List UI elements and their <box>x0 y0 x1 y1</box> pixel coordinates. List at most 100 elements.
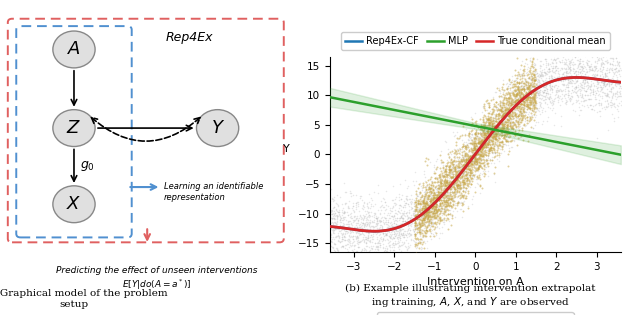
Point <box>383 219 393 224</box>
Point <box>483 128 493 133</box>
Point <box>397 223 407 228</box>
Point <box>406 220 417 225</box>
Point <box>600 90 610 95</box>
Point <box>351 236 362 241</box>
Point <box>488 121 499 126</box>
Point <box>441 185 451 190</box>
Point <box>473 145 483 150</box>
Point <box>397 192 408 197</box>
Point <box>380 233 390 238</box>
Point <box>404 228 415 233</box>
Point <box>572 72 582 77</box>
Point <box>413 221 423 226</box>
Point <box>495 140 505 145</box>
Point <box>467 159 477 164</box>
Point <box>506 117 516 122</box>
Point <box>492 85 502 90</box>
Point <box>550 68 561 73</box>
Point <box>477 145 488 150</box>
Point <box>435 179 445 184</box>
Point <box>520 91 530 96</box>
Point <box>499 111 509 116</box>
Point <box>509 89 520 94</box>
Point <box>534 82 544 87</box>
Point <box>566 95 577 100</box>
Point <box>563 92 573 97</box>
Point <box>401 237 411 242</box>
Point <box>607 102 617 107</box>
Point <box>484 131 494 136</box>
Point <box>326 209 336 214</box>
Point <box>560 51 570 56</box>
Point <box>494 140 504 145</box>
Point <box>582 69 592 74</box>
Point <box>600 59 611 64</box>
Point <box>502 119 513 124</box>
Point <box>419 212 429 217</box>
Point <box>576 94 586 99</box>
Point <box>394 221 404 226</box>
Point <box>608 49 618 54</box>
Point <box>540 84 550 89</box>
Point <box>351 224 362 229</box>
Point <box>438 210 449 215</box>
Point <box>577 91 588 96</box>
Point <box>380 206 390 211</box>
Point <box>574 87 584 92</box>
Point <box>445 163 456 168</box>
Point <box>435 185 445 190</box>
Point <box>410 178 420 183</box>
Point <box>604 83 614 88</box>
Point <box>332 226 342 231</box>
Point <box>470 130 481 135</box>
Point <box>454 168 465 173</box>
Point <box>470 154 480 159</box>
Point <box>453 148 463 153</box>
Point <box>403 227 413 232</box>
Point <box>377 227 387 232</box>
Point <box>602 81 612 86</box>
Point <box>414 207 424 212</box>
Point <box>504 129 514 135</box>
Point <box>503 107 513 112</box>
Point <box>493 120 504 125</box>
Point <box>429 227 439 232</box>
Point <box>372 252 382 257</box>
Point <box>499 107 509 112</box>
Point <box>496 126 506 131</box>
Point <box>378 218 388 223</box>
Point <box>358 203 368 208</box>
Point <box>458 154 468 159</box>
Point <box>583 92 593 97</box>
Point <box>483 132 493 137</box>
Point <box>509 108 520 113</box>
Point <box>611 94 621 99</box>
Point <box>335 215 346 220</box>
Point <box>551 88 561 93</box>
Point <box>385 223 396 228</box>
Point <box>608 86 618 91</box>
Point <box>470 168 481 173</box>
Point <box>612 60 622 65</box>
Point <box>476 130 486 135</box>
Point <box>598 74 608 79</box>
Point <box>355 267 365 272</box>
Point <box>435 197 445 202</box>
Point <box>347 229 357 234</box>
Point <box>493 122 503 127</box>
Point <box>397 233 408 238</box>
Point <box>522 85 532 90</box>
Point <box>504 122 515 127</box>
Point <box>458 179 468 184</box>
Point <box>431 208 442 213</box>
Point <box>435 211 445 216</box>
Point <box>537 70 547 75</box>
Point <box>511 107 521 112</box>
Point <box>561 74 571 79</box>
Point <box>358 216 369 221</box>
Point <box>474 138 484 143</box>
Point <box>475 155 485 160</box>
Point <box>466 146 476 152</box>
Point <box>362 216 372 221</box>
Point <box>344 221 355 226</box>
